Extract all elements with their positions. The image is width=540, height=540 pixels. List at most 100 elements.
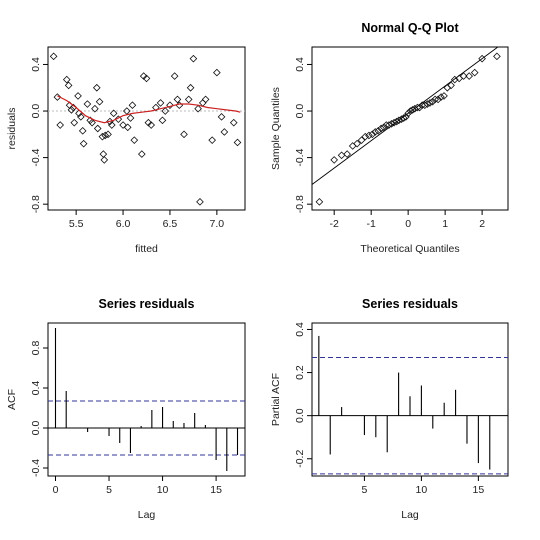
qq-point: [413, 103, 422, 112]
data-point: [220, 128, 229, 136]
y-tick-label: -0.8: [294, 195, 306, 213]
y-tick-label: -0.2: [294, 450, 306, 468]
data-point: [119, 121, 127, 129]
data-point: [101, 131, 110, 140]
data-point: [91, 104, 99, 113]
x-tick-label: 6.5: [163, 218, 178, 230]
data-point: [144, 118, 153, 127]
qq-point: [440, 92, 448, 100]
data-point: [88, 118, 96, 127]
x-tick-label: 5.5: [69, 218, 84, 230]
qq-point: [330, 156, 339, 164]
x-tick-label: 0: [53, 484, 59, 496]
x-tick-label: 1: [442, 218, 448, 230]
data-point: [213, 68, 221, 77]
x-tick-label: 15: [473, 484, 485, 496]
y-tick-label: -0.4: [30, 459, 42, 477]
data-point: [142, 74, 151, 83]
y-tick-label: 0.0: [30, 421, 42, 436]
smoothed-trend-line: [57, 95, 241, 124]
x-tick-label: -2: [330, 218, 339, 230]
y-tick-label: 0.0: [294, 408, 306, 423]
qq-point: [437, 93, 445, 101]
chart-title: Series residuals: [362, 297, 458, 311]
data-point: [77, 113, 85, 121]
x-tick-label: 7.0: [210, 218, 225, 230]
data-point: [95, 97, 104, 106]
data-point: [107, 121, 116, 129]
qq-point: [382, 121, 391, 129]
qq-point: [379, 123, 388, 132]
y-tick-label: 0.2: [294, 365, 306, 380]
data-point: [130, 136, 139, 144]
y-tick-label: -0.4: [294, 148, 306, 166]
x-tick-label: 10: [157, 484, 169, 496]
x-axis-label: fitted: [135, 243, 158, 255]
data-point: [175, 101, 184, 110]
qq-point: [415, 103, 424, 112]
x-tick-label: 2: [479, 218, 485, 230]
data-point: [126, 114, 135, 122]
data-point: [64, 81, 73, 90]
data-point: [156, 99, 165, 107]
x-tick-label: 0: [405, 218, 411, 230]
x-tick-label: -1: [366, 218, 375, 230]
data-point: [170, 72, 179, 80]
data-point: [78, 127, 87, 135]
y-tick-label: 0.4: [30, 57, 42, 72]
qq-point: [361, 132, 370, 141]
qq-point: [353, 139, 361, 148]
qq-point: [348, 142, 357, 150]
panel-3: [47, 322, 246, 477]
data-point: [184, 95, 193, 104]
data-point: [93, 124, 102, 133]
data-point: [99, 150, 108, 158]
y-tick-label: -0.8: [30, 195, 42, 213]
x-tick-label: 5: [361, 484, 367, 496]
data-point: [100, 156, 109, 164]
panel-2: [311, 46, 509, 211]
data-point: [186, 83, 195, 92]
qq-point: [447, 81, 455, 90]
data-point: [158, 116, 167, 125]
y-axis-label: ACF: [6, 389, 18, 410]
data-point: [122, 107, 131, 115]
data-point: [229, 118, 238, 127]
chart-title: Normal Q-Q Plot: [361, 21, 459, 35]
data-point: [217, 113, 226, 121]
data-point: [194, 104, 202, 113]
x-tick-label: 10: [416, 484, 428, 496]
x-axis-label: Lag: [138, 509, 156, 521]
y-tick-label: 0.4: [294, 57, 306, 72]
x-tick-label: 6.0: [116, 218, 131, 230]
data-point: [74, 92, 82, 100]
data-point: [180, 130, 188, 139]
x-tick-label: 5: [106, 484, 112, 496]
data-point: [201, 95, 210, 104]
qq-point: [365, 131, 373, 140]
y-axis-label: Partial ACF: [270, 373, 282, 426]
qq-point: [402, 113, 410, 121]
data-point: [139, 72, 148, 80]
y-axis-label: Sample Quantiles: [270, 87, 282, 170]
plot-frame: [47, 46, 246, 211]
qq-point: [434, 95, 442, 104]
qq-point: [357, 136, 366, 144]
data-point: [137, 150, 146, 158]
data-point: [83, 100, 92, 108]
qq-point: [374, 127, 383, 135]
data-point: [92, 83, 101, 92]
qq-point: [470, 68, 479, 77]
x-axis-label: Theoretical Quantiles: [360, 243, 459, 255]
data-point: [62, 75, 71, 84]
data-point: [208, 136, 216, 144]
data-point: [56, 121, 65, 129]
data-point: [189, 54, 198, 63]
qq-point: [368, 130, 377, 139]
y-tick-label: 0.4: [294, 322, 306, 337]
data-point: [173, 95, 182, 104]
y-tick-label: -0.4: [30, 148, 42, 166]
data-point: [109, 109, 118, 118]
data-point: [67, 106, 76, 114]
